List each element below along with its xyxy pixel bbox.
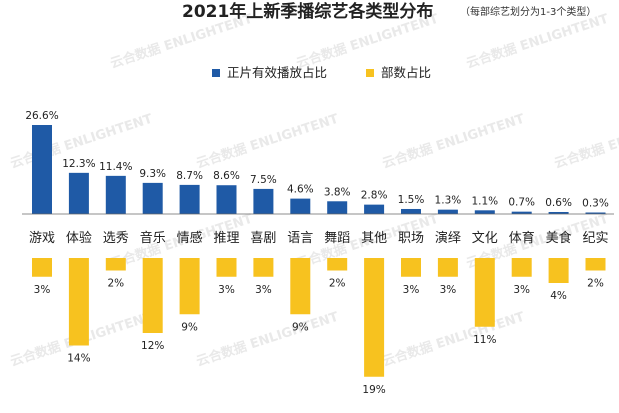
- label-up-职场: 1.5%: [398, 194, 425, 206]
- bar-down-情感: [179, 258, 200, 315]
- bar-up-文化: [474, 210, 495, 214]
- watermark-11: 云合数据 ENLIGHTENT: [194, 309, 340, 370]
- bar-up-体育: [511, 211, 532, 214]
- chart-subtitle: （每部综艺划分为1-3个类型）: [460, 5, 596, 18]
- label-up-体验: 12.3%: [62, 158, 95, 170]
- bar-down-推理: [216, 258, 237, 277]
- label-up-其他: 2.8%: [361, 190, 388, 202]
- label-down-文化: 11%: [473, 334, 496, 346]
- label-up-情感: 8.7%: [176, 170, 203, 182]
- bar-up-推理: [216, 185, 237, 214]
- label-up-游戏: 26.6%: [25, 110, 58, 122]
- label-down-体验: 14%: [67, 353, 90, 365]
- label-up-美食: 0.6%: [545, 197, 572, 209]
- bar-up-舞蹈: [327, 201, 348, 214]
- bar-down-纪实: [585, 258, 606, 271]
- label-down-游戏: 3%: [34, 284, 51, 296]
- bar-down-职场: [401, 258, 421, 277]
- category-职场: 职场: [398, 231, 424, 246]
- category-选秀: 选秀: [103, 231, 129, 246]
- label-up-音乐: 9.3%: [139, 168, 166, 180]
- watermark-5: 云合数据 ENLIGHTENT: [380, 111, 526, 172]
- bar-down-文化: [474, 258, 495, 327]
- watermark-12: 云合数据 ENLIGHTENT: [380, 309, 526, 370]
- bar-down-选秀: [105, 258, 126, 271]
- category-喜剧: 喜剧: [250, 231, 276, 246]
- bar-up-选秀: [105, 175, 126, 214]
- category-情感: 情感: [177, 230, 203, 246]
- bar-up-语言: [290, 198, 311, 214]
- label-down-职场: 3%: [403, 284, 420, 296]
- label-up-体育: 0.7%: [508, 197, 535, 209]
- category-游戏: 游戏: [29, 231, 55, 246]
- label-up-推理: 8.6%: [213, 170, 240, 182]
- label-down-舞蹈: 2%: [329, 278, 346, 290]
- label-up-选秀: 11.4%: [99, 161, 132, 173]
- label-down-喜剧: 3%: [255, 284, 272, 296]
- bar-down-体验: [68, 258, 89, 346]
- label-up-喜剧: 7.5%: [250, 174, 277, 186]
- bar-up-职场: [401, 208, 421, 214]
- label-down-演绎: 3%: [440, 284, 457, 296]
- bar-up-游戏: [32, 125, 52, 214]
- category-舞蹈: 舞蹈: [324, 231, 350, 246]
- label-down-美食: 4%: [550, 290, 567, 302]
- bar-down-体育: [511, 258, 532, 277]
- watermark-2: 云合数据 ENLIGHTENT: [464, 11, 610, 72]
- legend-swatch-1: [366, 69, 374, 77]
- bar-up-体验: [68, 172, 89, 214]
- chart-title: 2021年上新季播综艺各类型分布: [182, 1, 433, 22]
- category-演绎: 演绎: [435, 230, 461, 246]
- bar-up-喜剧: [253, 188, 274, 214]
- legend-label-1: 部数占比: [381, 65, 431, 80]
- bar-down-游戏: [32, 258, 52, 277]
- bar-up-美食: [548, 211, 569, 214]
- label-down-情感: 9%: [181, 321, 198, 333]
- label-down-选秀: 2%: [107, 278, 124, 290]
- bar-down-音乐: [142, 258, 163, 333]
- label-down-体育: 3%: [513, 284, 530, 296]
- bar-up-音乐: [142, 182, 163, 214]
- bar-down-舞蹈: [327, 258, 348, 271]
- bar-up-其他: [364, 204, 385, 214]
- category-推理: 推理: [213, 231, 239, 246]
- bar-down-语言: [290, 258, 311, 315]
- bar-up-情感: [179, 184, 200, 214]
- chart-marks: 26.6% 游戏 3% 12.3% 体验 14% 11.4% 选秀 2% 9.3% 音乐 12% 8.7…: [25, 110, 609, 396]
- category-美食: 美食: [546, 230, 572, 246]
- label-up-文化: 1.1%: [471, 195, 498, 207]
- category-音乐: 音乐: [140, 230, 166, 246]
- category-语言: 语言: [287, 231, 313, 246]
- category-体验: 体验: [66, 230, 92, 246]
- legend-swatch-0: [212, 69, 220, 77]
- label-down-纪实: 2%: [587, 278, 604, 290]
- label-up-演绎: 1.3%: [435, 195, 462, 207]
- bar-down-喜剧: [253, 258, 274, 277]
- watermark-4: 云合数据 ENLIGHTENT: [194, 111, 340, 172]
- legend-label-0: 正片有效播放占比: [227, 65, 327, 80]
- watermark-6: 云合数据 ENLIGHTENT: [552, 111, 619, 172]
- label-up-舞蹈: 3.8%: [324, 186, 351, 198]
- bar-up-纪实: [585, 212, 606, 214]
- category-文化: 文化: [472, 231, 498, 246]
- label-down-语言: 9%: [292, 321, 309, 333]
- bar-up-演绎: [437, 209, 458, 214]
- category-纪实: 纪实: [582, 231, 608, 246]
- bar-down-演绎: [437, 258, 458, 277]
- bar-down-美食: [548, 258, 569, 283]
- category-其他: 其他: [361, 231, 387, 246]
- label-down-其他: 19%: [362, 384, 385, 396]
- label-up-语言: 4.6%: [287, 184, 314, 196]
- category-体育: 体育: [509, 230, 535, 246]
- label-down-推理: 3%: [218, 284, 235, 296]
- label-up-纪实: 0.3%: [582, 198, 609, 210]
- legend: 正片有效播放占比 部数占比: [212, 65, 431, 80]
- label-down-音乐: 12%: [141, 340, 164, 352]
- bar-down-其他: [364, 258, 385, 377]
